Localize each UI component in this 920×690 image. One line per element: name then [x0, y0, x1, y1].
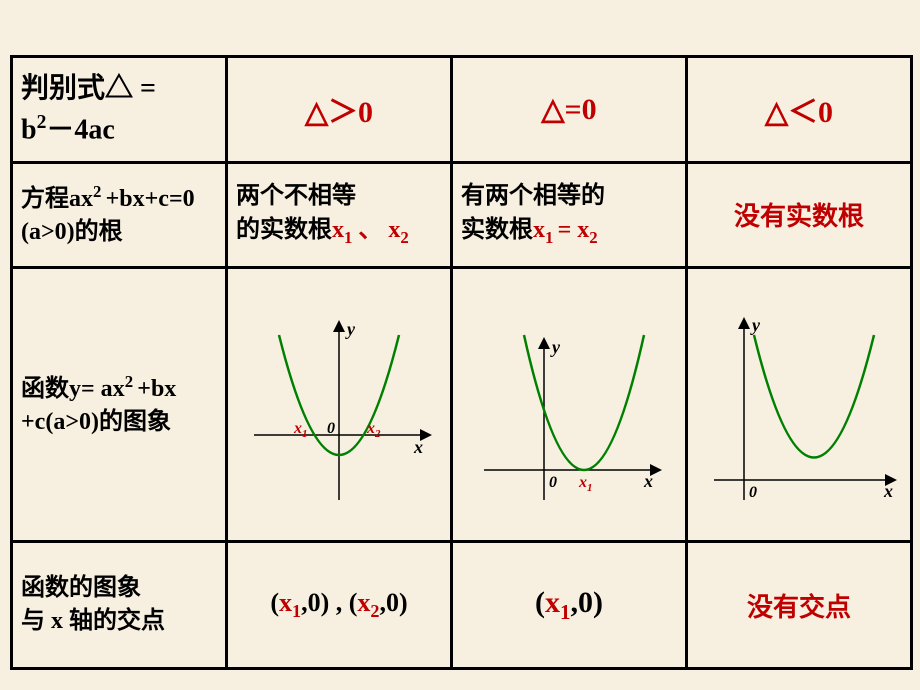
row-graph-label: 函数y= ax2 +bx +c(a>0)的图象 [12, 268, 227, 542]
header-delta-positive: △＞0 [227, 57, 452, 163]
row-intercepts-label: 函数的图象 与 x 轴的交点 [12, 542, 227, 669]
slide: 判别式△ = b2－4ac △＞0 △=0 △＜0 方程ax2 +bx+c=0 … [0, 0, 920, 690]
svg-text:x: x [413, 437, 423, 457]
row-roots-label: 方程ax2 +bx+c=0 (a>0)的根 [12, 162, 227, 268]
svg-text:y: y [750, 315, 761, 335]
svg-text:0: 0 [749, 484, 757, 501]
svg-text:x1: x1 [293, 420, 308, 440]
svg-text:x2: x2 [366, 420, 381, 440]
graph-two-roots: x1 x2 0 x y [227, 268, 452, 542]
svg-text:0: 0 [327, 420, 335, 437]
svg-text:y: y [550, 337, 561, 357]
discriminant-table: 判别式△ = b2－4ac △＞0 △=0 △＜0 方程ax2 +bx+c=0 … [10, 55, 913, 670]
intercepts-two: (x1,0) , (x2,0) [227, 542, 452, 669]
graph-no-roots: 0 x y [687, 268, 912, 542]
svg-text:y: y [345, 319, 356, 339]
header-discriminant: 判别式△ = b2－4ac [12, 57, 227, 163]
roots-none: 没有实数根 [687, 162, 912, 268]
svg-text:0: 0 [549, 474, 557, 491]
header-delta-negative: △＜0 [687, 57, 912, 163]
intercepts-one: (x1,0) [452, 542, 687, 669]
roots-two-equal: 有两个相等的 实数根x1 = x2 [452, 162, 687, 268]
svg-text:x: x [883, 481, 893, 501]
roots-two-distinct: 两个不相等 的实数根x1 、 x2 [227, 162, 452, 268]
svg-text:x1: x1 [578, 474, 593, 494]
graph-one-root: x1 0 x y [452, 268, 687, 542]
intercepts-none: 没有交点 [687, 542, 912, 669]
svg-text:x: x [643, 471, 653, 491]
header-delta-zero: △=0 [452, 57, 687, 163]
